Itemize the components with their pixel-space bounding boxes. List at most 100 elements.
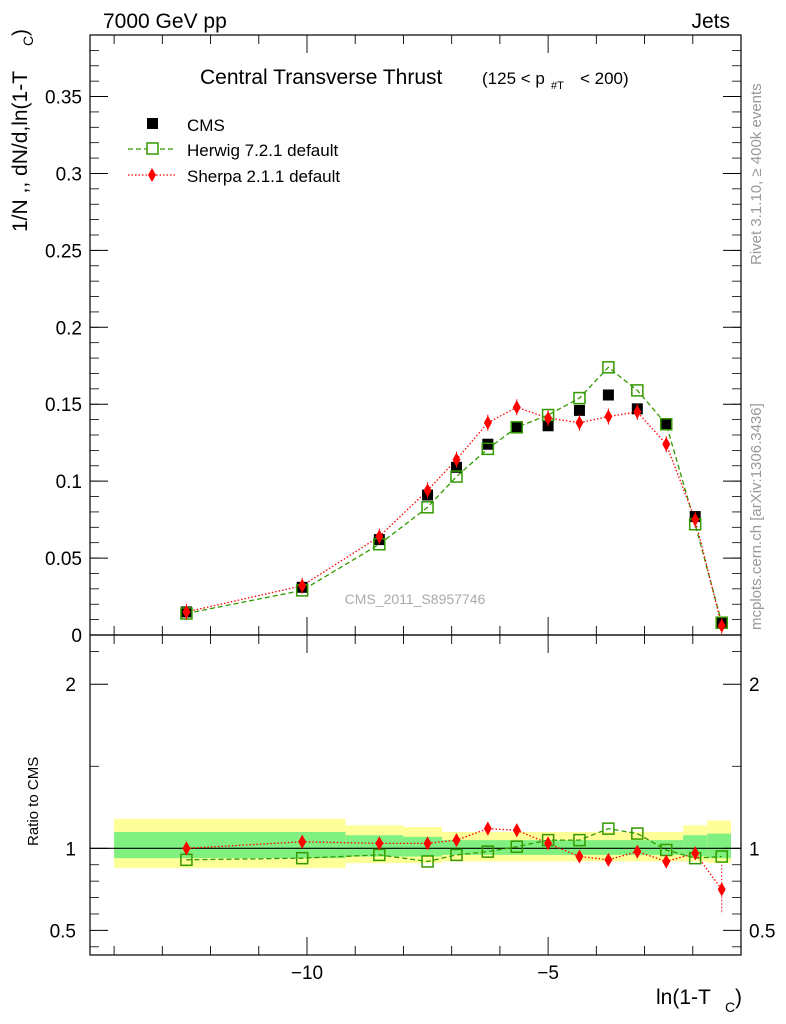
ratio-herwig-point (295, 851, 309, 865)
ratio-sherpa-point (298, 834, 307, 849)
analysis-watermark: CMS_2011_S8957746 (345, 591, 486, 607)
ratio-herwig-point (573, 833, 586, 847)
cms-point (660, 418, 672, 430)
header-process: Jets (691, 10, 730, 33)
sherpa-point (452, 452, 461, 467)
legend-cms-marker (147, 118, 158, 129)
sherpa-point (298, 578, 307, 593)
ratio-herwig-point (481, 845, 495, 858)
sherpa-point (182, 604, 191, 619)
sherpa-point (423, 483, 432, 498)
ratio-herwig-point (602, 822, 615, 835)
ratio-sherpa-point (544, 836, 553, 851)
ratio-herwig-point (715, 850, 728, 863)
main-ytick-label: 0.35 (45, 88, 82, 109)
rivet-label: Rivet 3.1.10, ≥ 400k events (748, 83, 765, 265)
herwig-point (510, 421, 524, 434)
ratio-herwig-point (450, 848, 463, 862)
cms-point (573, 404, 585, 416)
ratio-sherpa-point (375, 836, 384, 851)
main-ytick-label: 0.1 (56, 472, 82, 493)
cms-point (602, 389, 614, 401)
main-ytick-label: 0.25 (45, 241, 82, 262)
xlabel-sub: C (725, 999, 735, 1015)
xlabel-text: ln(1-T (656, 986, 711, 1009)
sherpa-point (544, 411, 553, 426)
main-ytick-label: 0.2 (56, 318, 82, 339)
cms-point (482, 438, 494, 450)
ratio-ytick-label: 0.5 (50, 921, 76, 942)
ratio-sherpa-point (423, 836, 432, 851)
chart-title-sub: #T (551, 80, 564, 92)
ratio-ylabel: Ratio to CMS (25, 757, 42, 846)
ratio-band-inner (442, 840, 684, 855)
ratio-band-inner (403, 836, 443, 857)
main-ytick-label: 0 (71, 626, 82, 647)
ratio-sherpa-point (575, 849, 584, 864)
ratio-frame (89, 634, 742, 956)
cms-point (511, 421, 523, 433)
herwig-point (481, 442, 495, 456)
chart-title: Central Transverse Thrust (200, 66, 443, 89)
ratio-band-inner (114, 831, 346, 859)
sherpa-point (575, 415, 584, 430)
ratio-band-inner (683, 835, 708, 857)
legend-cms-label: CMS (187, 116, 225, 135)
sherpa-point (483, 415, 492, 430)
ratio-sherpa-point (483, 821, 492, 836)
herwig-line (186, 366, 723, 623)
legend-herwig-marker (146, 142, 159, 155)
ratio-sherpa-point (633, 844, 642, 859)
legend-sherpa-label: Sherpa 2.1.1 default (187, 167, 340, 186)
main-ytick-label: 0.05 (45, 549, 82, 570)
ratio-ytick-label: 1 (65, 839, 76, 860)
legend-sherpa-marker (148, 168, 156, 182)
main-ylabel-end: ) (9, 29, 32, 36)
sherpa-point (717, 618, 726, 633)
legend-herwig-label: Herwig 7.2.1 default (187, 141, 338, 160)
main-ylabel: 1/N ,, dN/d,ln(1-T C ) (9, 29, 36, 232)
ratio-herwig-point (510, 840, 524, 853)
mcplots-label: mcplots.cern.ch [arXiv:1306.3436] (748, 403, 765, 630)
ratio-ytick-label: 2 (65, 675, 76, 696)
ratio-panel: −10 −5 0.5 0.5 1 1 2 2 (50, 634, 775, 984)
ratio-sherpa-point (691, 846, 700, 861)
xlabel-end: ) (735, 986, 742, 1009)
header-energy: 7000 GeV pp (103, 10, 227, 33)
ratio-sherpa-point (182, 841, 191, 856)
sherpa-point (662, 437, 671, 452)
xlabel: ln(1-T C ) (656, 986, 742, 1015)
main-ytick-label: 0.15 (45, 395, 82, 416)
chart-title-end: < 200) (580, 69, 629, 88)
ratio-ytick-label-right: 1 (749, 839, 760, 860)
sherpa-point (512, 400, 521, 415)
ratio-sherpa-point (604, 852, 613, 867)
herwig-point (631, 384, 644, 397)
ratio-herwig-point (631, 827, 644, 840)
sherpa-point (375, 529, 384, 544)
herwig-point (573, 391, 586, 405)
ratio-sherpa-point (662, 854, 671, 869)
legend: CMS Herwig 7.2.1 default Sherpa 2.1.1 de… (128, 116, 340, 186)
sherpa-line (186, 406, 723, 626)
main-ylabel-text: 1/N ,, dN/d,ln(1-T (9, 71, 32, 232)
ratio-xtick-label: −10 (291, 963, 323, 984)
sherpa-point (691, 512, 700, 527)
ratio-ytick-label-right: 2 (749, 675, 760, 696)
sherpa-point (604, 409, 613, 424)
main-ylabel-sub: C (20, 36, 36, 46)
chart-title-suffix: (125 < p (482, 69, 545, 88)
ratio-band-inner (345, 835, 404, 857)
ratio-sherpa-point (452, 833, 461, 848)
herwig-point (450, 470, 463, 483)
herwig-point (602, 361, 615, 374)
main-panel: 0 0.05 0.1 0.15 0.2 0.25 0.3 0.35 (45, 34, 742, 647)
herwig-point (660, 417, 673, 431)
ratio-xtick-label: −5 (537, 963, 559, 984)
main-ytick-label: 0.3 (56, 164, 82, 185)
ratio-band-inner (707, 833, 731, 859)
ratio-herwig-point (421, 855, 434, 868)
ratio-sherpa-point (512, 823, 521, 838)
